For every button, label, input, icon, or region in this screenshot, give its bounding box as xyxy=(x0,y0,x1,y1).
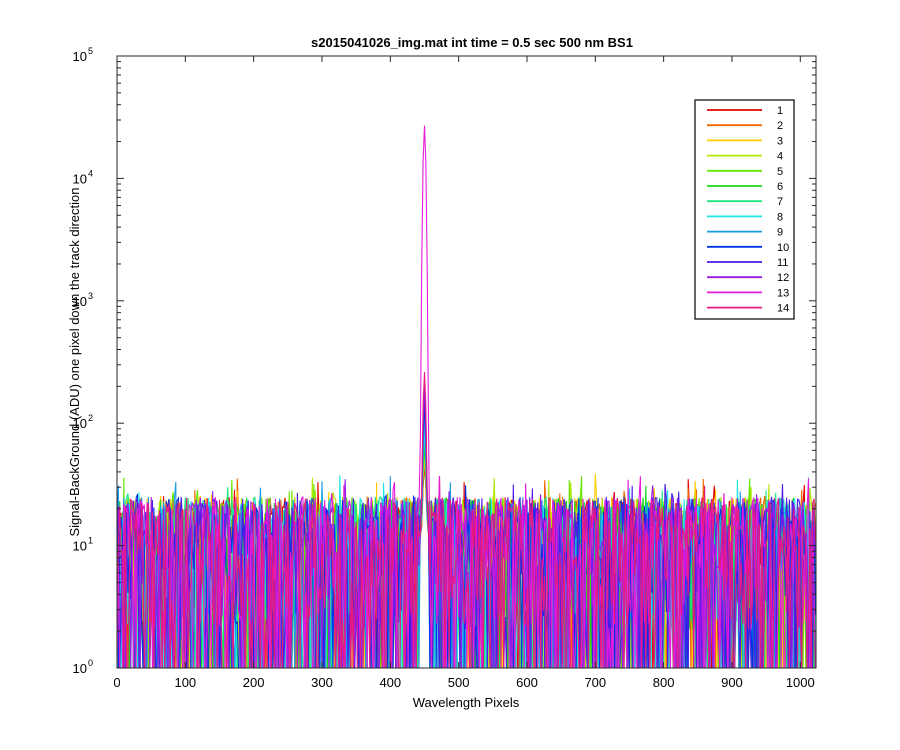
legend-label-10: 10 xyxy=(777,242,789,254)
x-tick-label: 500 xyxy=(448,675,470,690)
x-tick-label: 400 xyxy=(379,675,401,690)
axes-box xyxy=(116,55,817,669)
x-axis-label: Wavelength Pixels xyxy=(413,695,520,710)
plot-area: 0 100 200 300 400 500 600 700 800 900 1000 1001011… xyxy=(73,46,817,690)
legend-label-11: 11 xyxy=(777,257,788,269)
series-line-14 xyxy=(117,371,816,668)
x-tick-label: 200 xyxy=(243,675,265,690)
legend-label-5: 5 xyxy=(777,166,783,178)
x-tick-label: 100 xyxy=(174,675,196,690)
series-layer xyxy=(117,125,816,668)
y-axis-label: Signal-BackGround (ADU) one pixel down t… xyxy=(67,187,82,536)
legend-label-14: 14 xyxy=(777,303,789,315)
legend-box xyxy=(694,99,795,320)
x-tick-label: 0 xyxy=(113,675,120,690)
legend-label-9: 9 xyxy=(777,227,783,239)
legend-label-2: 2 xyxy=(777,120,783,132)
legend-label-6: 6 xyxy=(777,181,783,193)
legend-label-3: 3 xyxy=(777,135,783,147)
x-tick-label: 300 xyxy=(311,675,333,690)
legend-label-4: 4 xyxy=(777,151,783,163)
chart-title: s2015041026_img.mat int time = 0.5 sec 5… xyxy=(311,35,633,50)
x-tick-label: 800 xyxy=(653,675,675,690)
legend-label-7: 7 xyxy=(777,196,783,208)
legend-label-1: 1 xyxy=(777,105,783,117)
x-tick-label: 700 xyxy=(584,675,606,690)
x-tick-label: 1000 xyxy=(786,675,815,690)
legend-label-13: 13 xyxy=(777,287,789,299)
x-tick-label: 900 xyxy=(721,675,743,690)
legend-label-12: 12 xyxy=(777,272,789,284)
x-axis-ticks: 0 100 200 300 400 500 600 700 800 900 1000 xyxy=(113,56,815,690)
legend-label-8: 8 xyxy=(777,211,783,223)
x-tick-label: 600 xyxy=(516,675,538,690)
